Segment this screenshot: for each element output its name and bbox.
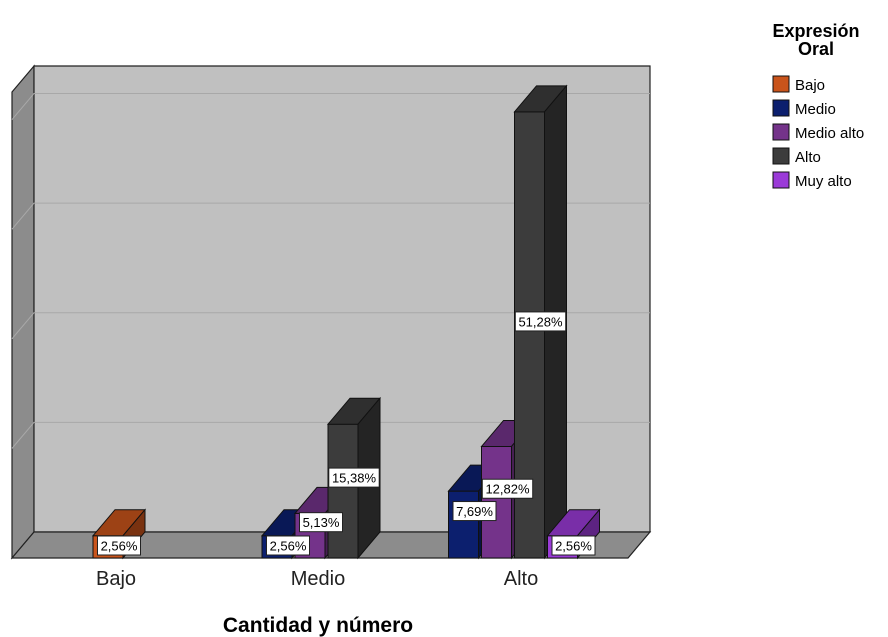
legend-swatch	[772, 75, 790, 93]
legend-label: Bajo	[795, 77, 825, 94]
legend-item: Muy alto	[772, 171, 852, 190]
side-wall	[11, 64, 35, 560]
x-axis-ticks: Bajo Medio Alto	[96, 568, 538, 590]
legend: Expresión Oral Bajo Medio Medio alto Alto Mu…	[772, 21, 864, 190]
legend-items: Bajo Medio Medio alto Alto Muy alto	[772, 75, 864, 190]
legend-label: Muy alto	[795, 173, 852, 190]
data-label-text: 7,69%	[456, 504, 493, 519]
data-label: 7,69%	[452, 501, 497, 522]
gridline	[11, 202, 650, 230]
legend-item: Alto	[772, 147, 821, 166]
legend-title-line-1: Expresión	[772, 21, 859, 41]
data-label: 12,82%	[481, 478, 534, 499]
data-label-text: 2,56%	[101, 539, 138, 554]
data-label: 51,28%	[514, 311, 567, 332]
legend-title-line-2: Oral	[798, 39, 834, 59]
legend-label: Alto	[795, 149, 821, 166]
data-label: 2,56%	[266, 535, 310, 556]
data-label-text: 5,13%	[303, 515, 340, 530]
data-label-text: 2,56%	[555, 539, 592, 554]
grid	[11, 93, 650, 449]
data-label: 5,13%	[299, 512, 343, 533]
legend-label: Medio alto	[795, 125, 864, 142]
legend-swatch	[772, 171, 790, 189]
legend-swatch	[772, 123, 790, 141]
legend-swatch	[772, 147, 790, 165]
gridline	[11, 93, 650, 120]
data-labels: 2,56% 2,56% 5,13% 15,38% 7,69% 12,82% 51,28% 2,…	[97, 311, 596, 556]
data-label-text: 15,38%	[332, 471, 377, 486]
data-label: 2,56%	[551, 535, 596, 556]
x-tick-label: Medio	[291, 568, 345, 590]
legend-item: Bajo	[772, 75, 825, 94]
data-label: 2,56%	[97, 535, 141, 556]
data-label-text: 51,28%	[518, 314, 563, 329]
legend-item: Medio	[772, 99, 836, 118]
x-tick-label: Alto	[504, 568, 538, 590]
gridline	[11, 421, 650, 449]
x-tick-label: Bajo	[96, 568, 136, 590]
data-label-text: 2,56%	[270, 539, 307, 554]
gridline	[11, 312, 650, 340]
legend-swatch	[772, 99, 790, 117]
data-label-text: 12,82%	[485, 482, 530, 497]
legend-label: Medio	[795, 101, 836, 118]
data-label: 15,38%	[328, 467, 380, 488]
legend-item: Medio alto	[772, 123, 864, 142]
x-axis-title: Cantidad y número	[223, 614, 413, 637]
